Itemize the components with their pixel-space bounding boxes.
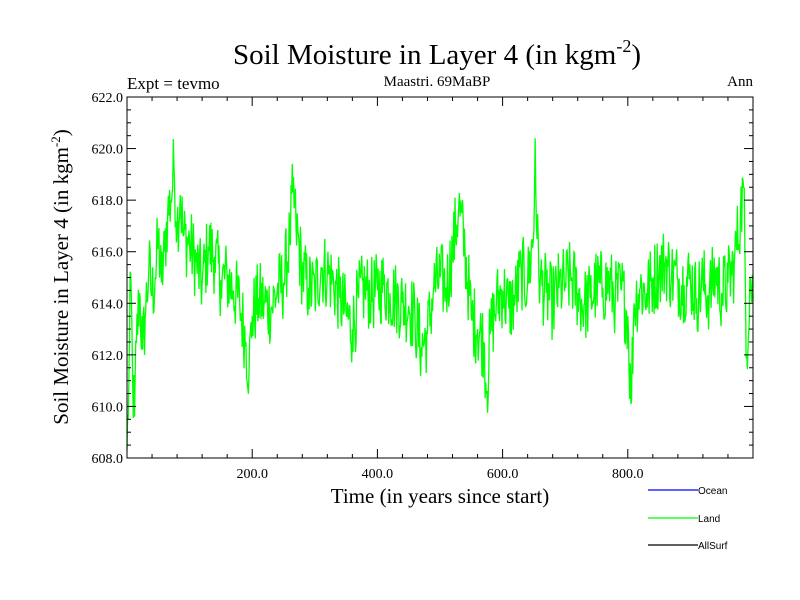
legend-label-land: Land: [698, 514, 720, 525]
subtitle-center: Maastri. 69MaBP: [384, 74, 491, 90]
y-axis-label-main: Soil Moisture in Layer 4 (in kgm: [49, 147, 73, 425]
y-tick-label: 614.0: [92, 297, 124, 312]
y-tick-label: 610.0: [92, 400, 124, 415]
series-line-land: [126, 138, 754, 451]
legend: Ocean Land AllSurf: [648, 486, 728, 552]
chart-title-main: Soil Moisture in Layer 4 (in kgm: [233, 39, 617, 71]
y-tick-label: 618.0: [92, 194, 124, 209]
y-tick-label: 616.0: [92, 246, 124, 261]
series-layer: [126, 138, 754, 451]
chart-title-end: ): [631, 39, 641, 71]
subtitle-left: Expt = tevmo: [127, 74, 220, 93]
x-axis-label: Time (in years since start): [331, 484, 550, 508]
y-tick-label: 620.0: [92, 143, 124, 158]
y-axis-label-sup: -2: [48, 136, 63, 147]
x-tick-label: 200.0: [236, 467, 268, 482]
chart-title: Soil Moisture in Layer 4 (in kgm-2): [233, 36, 641, 71]
x-tick-label: 600.0: [487, 467, 519, 482]
y-axis-label-end: ): [49, 129, 73, 136]
legend-label-allsurf: AllSurf: [698, 541, 728, 552]
y-tick-label: 612.0: [92, 349, 124, 364]
x-axis: 200.0 400.0 600.0 800.0: [126, 97, 754, 482]
chart-title-sup: -2: [616, 36, 631, 56]
y-axis: 608.0 610.0 612.0 614.0 616.0 618.0 620.0 622.0: [92, 91, 753, 467]
y-tick-label: 608.0: [92, 452, 124, 467]
legend-label-ocean: Ocean: [698, 486, 727, 497]
subtitle-right: Ann: [727, 74, 753, 90]
y-tick-label: 622.0: [92, 91, 124, 106]
x-tick-label: 800.0: [612, 467, 644, 482]
y-axis-label: Soil Moisture in Layer 4 (in kgm-2): [48, 129, 73, 424]
x-tick-label: 400.0: [362, 467, 394, 482]
